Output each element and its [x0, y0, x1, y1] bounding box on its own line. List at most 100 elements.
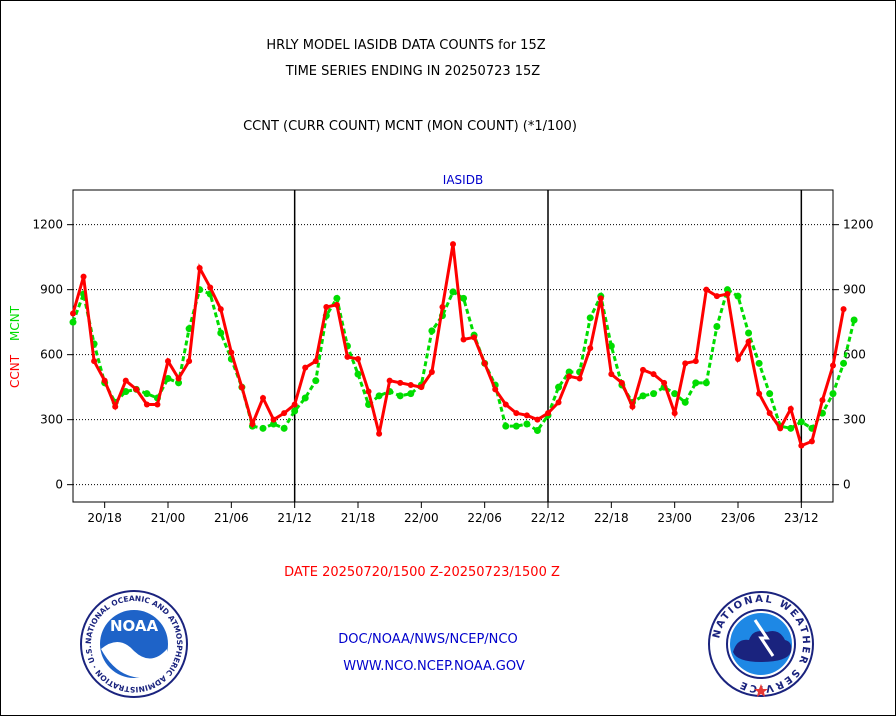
ccnt-point — [840, 306, 847, 313]
ccnt-point — [756, 390, 763, 397]
mcnt-point — [428, 327, 436, 335]
mcnt-point — [702, 379, 710, 387]
noaa-logo: NATIONAL OCEANIC AND ATMOSPHERIC ADMINIS… — [79, 589, 188, 698]
ccnt-point — [112, 403, 119, 410]
mcnt-point — [280, 424, 288, 432]
ccnt-point — [217, 306, 224, 313]
y-tick-label-left: 600 — [40, 348, 63, 362]
x-tick-label: 20/18 — [87, 511, 122, 525]
mcnt-point — [449, 288, 457, 296]
y-tick-label-left: 1200 — [32, 218, 63, 232]
x-tick-label: 23/06 — [721, 511, 756, 525]
mcnt-point — [555, 383, 563, 391]
ccnt-point — [355, 356, 361, 362]
ccnt-point — [703, 286, 710, 293]
x-tick-label: 21/18 — [341, 511, 376, 525]
mcnt-point — [354, 370, 362, 378]
mcnt-point — [502, 422, 510, 430]
ccnt-point — [344, 353, 351, 360]
ccnt-point — [629, 403, 636, 410]
mcnt-point — [692, 379, 700, 387]
plot-area — [72, 189, 834, 503]
mcnt-point — [586, 314, 594, 322]
mcnt-point — [840, 359, 848, 367]
x-tick-label: 21/00 — [151, 511, 186, 525]
ccnt-point — [735, 356, 741, 362]
ccnt-point — [365, 388, 372, 395]
x-tick-label: 22/00 — [404, 511, 439, 525]
ccnt-point — [376, 430, 383, 437]
org-line1: DOC/NOAA/NWS/NCEP/NCO — [338, 632, 518, 647]
ccnt-point — [713, 293, 720, 300]
ccnt-point — [91, 358, 98, 365]
ccnt-point — [513, 410, 520, 417]
y-tick-label-left: 900 — [40, 283, 63, 297]
ccnt-point — [397, 379, 404, 386]
ccnt-point — [566, 373, 573, 380]
chart-title-line2: TIME SERIES ENDING IN 20250723 15Z — [285, 64, 541, 79]
mcnt-point — [512, 422, 520, 430]
ccnt-point — [819, 397, 826, 404]
ccnt-point — [450, 241, 456, 248]
ccnt-point — [418, 384, 425, 391]
mcnt-point — [312, 377, 320, 385]
ccnt-point — [249, 421, 256, 427]
mcnt-point — [766, 390, 774, 398]
ccnt-point — [196, 265, 203, 271]
ccnt-point — [671, 410, 678, 417]
y-tick-label-left: 0 — [55, 478, 63, 492]
noaa-inner-text: NOAA — [110, 617, 159, 635]
mcnt-point — [797, 418, 805, 426]
y-tick-label-right: 300 — [843, 413, 866, 427]
ccnt-point — [523, 412, 530, 419]
ccnt-point — [386, 377, 393, 384]
mcnt-point — [122, 388, 130, 395]
nws-logo: NATIONAL WEATHER SERVICE — [708, 591, 814, 697]
ccnt-point — [766, 410, 773, 417]
x-tick-label: 22/06 — [467, 511, 502, 525]
ccnt-point — [808, 438, 815, 445]
mcnt-point — [607, 342, 615, 350]
x-tick-label: 23/12 — [784, 511, 819, 525]
org-line2: WWW.NCO.NCEP.NOAA.GOV — [343, 659, 525, 674]
ccnt-point — [576, 375, 583, 382]
series-ccnt-line — [71, 243, 846, 448]
ccnt-point — [312, 358, 319, 365]
chart-subtitle: CCNT (CURR COUNT) MCNT (MON COUNT) (*1/1… — [243, 119, 577, 134]
mcnt-point — [396, 392, 404, 400]
chart-title-line1: HRLY MODEL IASIDB DATA COUNTS for 15Z — [266, 38, 546, 53]
ccnt-point — [830, 362, 836, 369]
ccnt-point — [333, 301, 340, 308]
ylabel-mcnt: MCNT — [8, 305, 22, 341]
mcnt-point — [533, 427, 541, 434]
ccnt-point — [492, 386, 499, 393]
ccnt-point — [777, 425, 784, 432]
mcnt-point — [270, 420, 278, 428]
mcnt-point — [523, 420, 531, 428]
ccnt-point — [798, 442, 805, 449]
y-tick-label-right: 900 — [843, 283, 866, 297]
mcnt-point — [734, 292, 742, 300]
ccnt-point — [439, 304, 446, 310]
ccnt-point — [165, 358, 171, 365]
ccnt-point — [260, 395, 266, 401]
ccnt-point — [80, 273, 87, 280]
ccnt-point — [692, 358, 699, 365]
ylabel-ccnt: CCNT — [8, 354, 22, 388]
ccnt-point — [70, 310, 76, 317]
ccnt-point — [175, 375, 182, 382]
ccnt-point — [133, 386, 140, 393]
ccnt-point — [186, 358, 193, 365]
ccnt-point — [291, 401, 298, 408]
ccnt-point — [228, 349, 235, 356]
mcnt-point — [787, 424, 795, 432]
mcnt-point — [850, 316, 858, 324]
ccnt-point — [608, 371, 615, 378]
ccnt-point — [471, 334, 478, 341]
ccnt-point — [122, 377, 129, 384]
mcnt-point — [723, 286, 731, 294]
mcnt-point — [301, 394, 309, 402]
mcnt-point — [745, 329, 753, 337]
x-tick-label: 23/00 — [657, 511, 692, 525]
mcnt-point — [460, 294, 468, 302]
